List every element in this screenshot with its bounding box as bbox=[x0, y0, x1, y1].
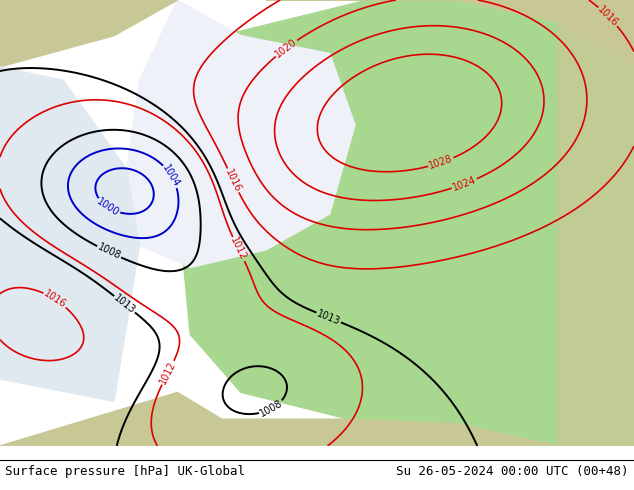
Text: Su 26-05-2024 00:00 UTC (00+48): Su 26-05-2024 00:00 UTC (00+48) bbox=[396, 465, 629, 478]
Text: 1013: 1013 bbox=[112, 293, 138, 316]
Polygon shape bbox=[0, 392, 634, 446]
Polygon shape bbox=[0, 0, 178, 67]
Text: 1008: 1008 bbox=[96, 242, 122, 262]
Text: 1004: 1004 bbox=[160, 163, 182, 189]
Text: 1016: 1016 bbox=[223, 167, 243, 194]
Text: 1028: 1028 bbox=[428, 154, 455, 171]
Text: 1008: 1008 bbox=[258, 398, 285, 419]
Text: 1020: 1020 bbox=[273, 37, 299, 60]
Polygon shape bbox=[127, 0, 355, 268]
Polygon shape bbox=[558, 0, 634, 446]
Polygon shape bbox=[0, 67, 139, 401]
Text: 1013: 1013 bbox=[316, 308, 342, 327]
Polygon shape bbox=[266, 0, 634, 67]
Text: 1000: 1000 bbox=[95, 196, 121, 218]
Text: 1024: 1024 bbox=[451, 175, 477, 193]
Polygon shape bbox=[178, 0, 634, 446]
Text: 1012: 1012 bbox=[158, 360, 178, 386]
Text: 1016: 1016 bbox=[42, 289, 68, 310]
Text: Surface pressure [hPa] UK-Global: Surface pressure [hPa] UK-Global bbox=[5, 465, 245, 478]
Text: 1016: 1016 bbox=[596, 4, 620, 28]
Text: 1012: 1012 bbox=[229, 236, 249, 262]
